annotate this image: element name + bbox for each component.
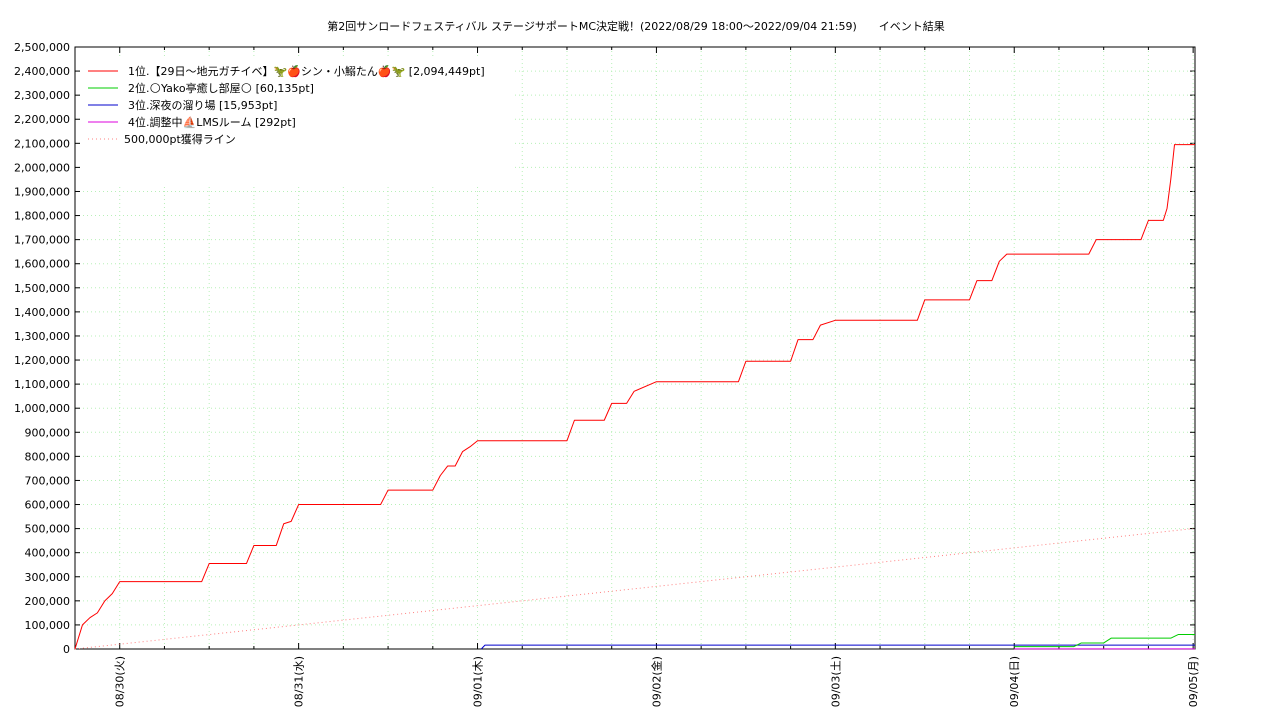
y-tick-label: 2,400,000 bbox=[14, 65, 70, 78]
y-tick-label: 200,000 bbox=[25, 595, 71, 608]
y-tick-label: 1,100,000 bbox=[14, 378, 70, 391]
plot-border bbox=[74, 46, 1196, 650]
legend-box bbox=[80, 59, 512, 185]
series-line-3 bbox=[480, 644, 1195, 650]
x-tick-label: 09/02(金) bbox=[649, 656, 663, 707]
x-tick-label: 09/04(日) bbox=[1008, 656, 1021, 707]
x-tick-label: 08/30(火) bbox=[114, 656, 127, 707]
y-tick-label: 1,900,000 bbox=[14, 185, 70, 198]
x-tick-label: 09/05(月) bbox=[1187, 656, 1200, 707]
y-tick-label: 1,200,000 bbox=[14, 354, 70, 367]
y-tick-label: 2,100,000 bbox=[14, 137, 70, 150]
y-tick-label: 2,500,000 bbox=[14, 41, 70, 54]
y-tick-label: 1,800,000 bbox=[14, 210, 70, 223]
x-tick-label: 08/31(水) bbox=[293, 656, 306, 707]
y-tick-label: 2,300,000 bbox=[14, 89, 70, 102]
y-tick-label: 1,500,000 bbox=[14, 282, 70, 295]
legend-label-5: 500,000pt獲得ライン bbox=[124, 133, 236, 146]
chart-title: 第2回サンロードフェスティバル ステージサポートMC決定戦！(2022/08/2… bbox=[327, 20, 945, 33]
y-tick-label: 800,000 bbox=[25, 450, 71, 463]
y-tick-label: 2,000,000 bbox=[14, 161, 70, 174]
y-tick-label: 1,000,000 bbox=[14, 402, 70, 415]
y-tick-label: 400,000 bbox=[25, 547, 71, 560]
x-tick-label: 09/01(木) bbox=[472, 656, 485, 707]
y-tick-label: 1,700,000 bbox=[14, 234, 70, 247]
legend-label-2: 2位.🌕Yako亭癒し部屋🌕 [60,135pt] bbox=[128, 81, 314, 95]
y-tick-label: 1,300,000 bbox=[14, 330, 70, 343]
y-tick-label: 900,000 bbox=[25, 426, 71, 439]
legend-label-1: 1位.【29日〜地元ガチイベ】🦖🍎シン・小鰯たん🍎🦖 [2,094,449pt] bbox=[128, 64, 485, 78]
y-tick-label: 0 bbox=[63, 643, 70, 656]
y-tick-label: 700,000 bbox=[25, 474, 71, 487]
y-tick-label: 1,400,000 bbox=[14, 306, 70, 319]
legend-label-4: 4位.調整中⛵LMSルーム [292pt] bbox=[128, 115, 296, 129]
y-tick-label: 1,600,000 bbox=[14, 258, 70, 271]
y-tick-label: 300,000 bbox=[25, 571, 71, 584]
series-line-5 bbox=[74, 528, 1194, 650]
series-line-2 bbox=[1014, 634, 1195, 648]
legend-label-3: 3位.深夜の溜り場 [15,953pt] bbox=[128, 98, 277, 112]
y-tick-label: 2,200,000 bbox=[14, 113, 70, 126]
y-tick-label: 500,000 bbox=[25, 523, 71, 536]
y-tick-label: 100,000 bbox=[25, 619, 71, 632]
y-tick-label: 600,000 bbox=[25, 499, 71, 512]
series-line-1 bbox=[74, 144, 1195, 650]
x-tick-label: 09/03(土) bbox=[829, 656, 842, 707]
